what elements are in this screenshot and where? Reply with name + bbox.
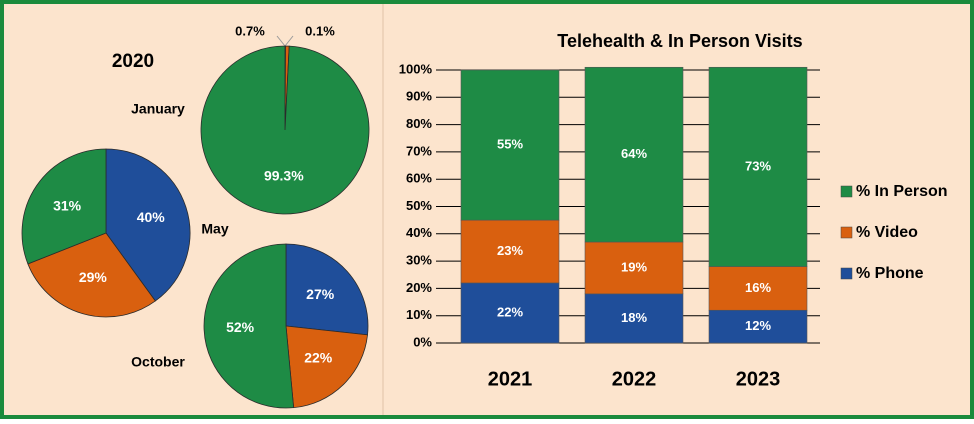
value-label: 22% (304, 349, 333, 365)
leader-line (284, 35, 294, 47)
y-tick-label: 90% (406, 89, 432, 104)
pie-title: May (201, 221, 228, 237)
group-title: 2020 (112, 51, 154, 72)
legend-swatch (840, 226, 853, 239)
value-label: 19% (621, 259, 647, 274)
pie-title: October (131, 354, 185, 370)
value-label: 27% (306, 286, 335, 302)
legend-label: % Phone (856, 265, 924, 282)
bar-segment (460, 282, 560, 344)
y-tick-label: 50% (406, 198, 432, 213)
bar-segment (584, 241, 684, 295)
y-tick-label: 30% (406, 253, 432, 268)
leader-line (276, 35, 286, 47)
bar-segment (584, 66, 684, 243)
value-label: 0.1% (305, 23, 335, 38)
bar-segment (584, 293, 684, 344)
value-label: 31% (53, 197, 82, 213)
legend-swatch (840, 267, 853, 280)
value-label: 73% (745, 158, 771, 173)
bar-segment (460, 69, 560, 221)
pie-slice (200, 45, 370, 215)
y-tick-label: 60% (406, 171, 432, 186)
x-tick-label: 2023 (736, 368, 781, 390)
legend-label: % In Person (856, 183, 948, 200)
legend-label: % Video (856, 224, 918, 241)
pie-slice (203, 243, 295, 409)
value-label: 29% (79, 269, 108, 285)
bar-segment (708, 266, 808, 311)
y-tick-label: 0% (413, 334, 432, 349)
x-tick-label: 2021 (488, 368, 533, 390)
bar-segment (708, 309, 808, 344)
value-label: 18% (621, 310, 647, 325)
value-label: 23% (497, 243, 523, 258)
y-tick-label: 100% (399, 61, 433, 76)
y-tick-label: 80% (406, 116, 432, 131)
bar-segment (460, 219, 560, 284)
pie-slice (27, 232, 156, 318)
value-label: 55% (497, 137, 523, 152)
value-label: 64% (621, 146, 647, 161)
pie-title: January (131, 101, 185, 117)
pie-slice (105, 148, 191, 302)
pie-slice (285, 325, 368, 409)
bar-segment (708, 66, 808, 267)
value-label: 40% (137, 209, 166, 225)
value-label: 0.7% (235, 23, 265, 38)
y-tick-label: 40% (406, 225, 432, 240)
value-label: 16% (745, 280, 771, 295)
chart-title: Telehealth & In Person Visits (557, 31, 802, 51)
value-label: 99.3% (264, 168, 304, 184)
y-tick-label: 20% (406, 280, 432, 295)
value-label: 52% (226, 319, 255, 335)
value-label: 22% (497, 304, 523, 319)
y-tick-label: 70% (406, 143, 432, 158)
x-tick-label: 2022 (612, 368, 657, 390)
pie-slice (21, 148, 107, 265)
legend-swatch (840, 185, 853, 198)
pie-slice (285, 243, 369, 336)
value-label: 12% (745, 318, 771, 333)
y-tick-label: 10% (406, 307, 432, 322)
